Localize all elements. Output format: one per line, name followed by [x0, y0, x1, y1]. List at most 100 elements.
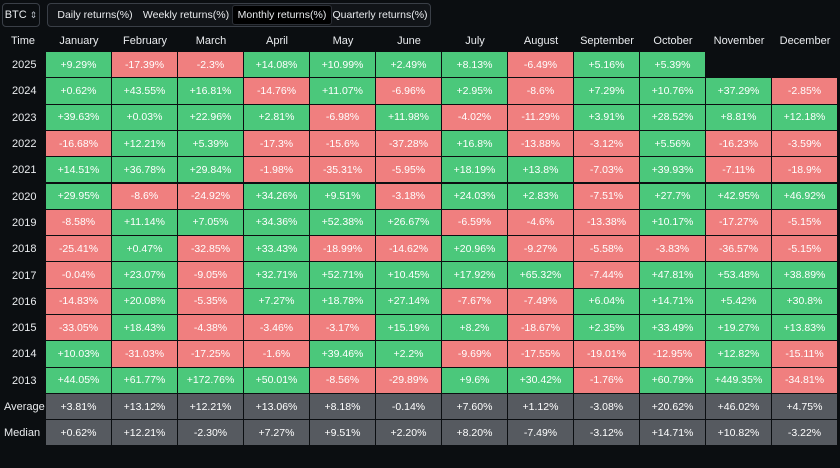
return-cell: -3.59%	[772, 130, 838, 158]
return-cell: +39.93%	[640, 157, 706, 184]
return-cell: +28.52%	[640, 104, 706, 131]
return-cell: +2.49%	[376, 52, 442, 79]
return-cell: -37.28%	[376, 130, 442, 158]
row-label: 2022	[12, 138, 37, 151]
table-row: 2017 -0.04% +23.07% -9.05% +32.71% +52.71% +10…	[0, 262, 840, 289]
asset-select-label: BTC	[4, 9, 27, 21]
return-cell: -18.9%	[772, 157, 838, 184]
table-row: 2019 -8.58% +11.14% +7.05% +34.36% +52.38% +26…	[0, 209, 840, 237]
return-cell: +0.47%	[112, 236, 178, 263]
row-label: Average	[4, 401, 45, 414]
return-cell: -11.29%	[508, 104, 574, 131]
return-cell: -7.49%	[508, 420, 574, 447]
return-cell: +13.8%	[508, 157, 574, 184]
return-cell: +23.07%	[112, 262, 178, 289]
table-row: 2018 -25.41% +0.47% -32.85% +33.43% -18.99% -1…	[0, 236, 840, 263]
return-cell: +10.76%	[640, 78, 706, 105]
return-cell: +2.20%	[376, 420, 442, 447]
return-cell: +53.48%	[706, 262, 772, 289]
return-cell: +32.71%	[244, 262, 310, 289]
table-row: 2015 -33.05% +18.43% -4.38% -3.46% -3.17% +15.…	[0, 315, 840, 342]
return-cell: -16.23%	[706, 130, 772, 158]
return-cell: -1.6%	[244, 341, 310, 368]
return-cell: -14.83%	[46, 288, 112, 315]
return-cell: +44.05%	[46, 367, 112, 394]
return-cell: +7.05%	[178, 209, 244, 237]
return-cell: +13.83%	[772, 315, 838, 342]
return-cell: +16.81%	[178, 78, 244, 105]
return-cell: +30.42%	[508, 367, 574, 394]
return-cell: +46.02%	[706, 393, 772, 421]
return-cell: -7.03%	[574, 157, 640, 184]
return-cell: -36.57%	[706, 236, 772, 263]
return-cell: +27.7%	[640, 183, 706, 210]
return-cell: +10.03%	[46, 341, 112, 368]
tab-weekly-returns[interactable]: Weekly returns(%)	[142, 9, 230, 21]
return-cell: -33.05%	[46, 315, 112, 342]
header-month-july: July	[465, 35, 485, 47]
return-cell: -3.22%	[772, 420, 838, 447]
return-cell: -6.98%	[310, 104, 376, 131]
return-cell: -9.05%	[178, 262, 244, 289]
return-cell: -5.15%	[772, 209, 838, 237]
row-label: 2021	[12, 164, 37, 177]
header-month-march: March	[195, 35, 227, 47]
return-cell: -3.83%	[640, 236, 706, 263]
return-cell: +39.46%	[310, 341, 376, 368]
return-cell: +43.55%	[112, 78, 178, 105]
table-row: 2024 +0.62% +43.55% +16.81% -14.76% +11.07% -6…	[0, 78, 840, 105]
table-row: 2025 +9.29% -17.39% -2.3% +14.08% +10.99% +2.4…	[0, 52, 840, 79]
return-cell: +8.13%	[442, 52, 508, 79]
return-cell: +9.6%	[442, 367, 508, 394]
return-cell: -17.27%	[706, 209, 772, 237]
return-cell: +8.20%	[442, 420, 508, 447]
return-cell: +15.19%	[376, 315, 442, 342]
return-cell: +14.71%	[640, 420, 706, 447]
return-cell: +26.67%	[376, 209, 442, 237]
row-label: 2015	[12, 322, 37, 335]
return-cell: -18.67%	[508, 315, 574, 342]
return-cell: +5.39%	[640, 52, 706, 79]
asset-select[interactable]: BTC ⇕	[2, 3, 40, 27]
return-cell: +0.62%	[46, 78, 112, 105]
return-cell: -5.35%	[178, 288, 244, 315]
row-label: 2023	[12, 111, 37, 124]
row-label: 2016	[12, 295, 37, 308]
return-cell: +52.38%	[310, 209, 376, 237]
return-cell: +5.56%	[640, 130, 706, 158]
return-cell: -2.85%	[772, 78, 838, 105]
return-cell: -15.6%	[310, 130, 376, 158]
header-month-september: September	[580, 35, 634, 47]
return-cell: -18.99%	[310, 236, 376, 263]
table-row: 2023 +39.63% +0.03% +22.96% +2.81% -6.98% +11.…	[0, 104, 840, 131]
return-cell: +33.49%	[640, 315, 706, 342]
return-cell: -29.89%	[376, 367, 442, 394]
return-cell: +18.78%	[310, 288, 376, 315]
return-cell: +61.77%	[112, 367, 178, 394]
tab-daily-returns[interactable]: Daily returns(%)	[57, 9, 133, 21]
return-cell: +5.39%	[178, 130, 244, 158]
return-cell: +14.71%	[640, 288, 706, 315]
tab-monthly-returns[interactable]: Monthly returns(%)	[232, 5, 332, 25]
return-cell: +10.82%	[706, 420, 772, 447]
stats-row: Median +0.62% +12.21% -2.30% +7.27% +9.51% +2.…	[0, 420, 840, 447]
header-month-december: December	[779, 35, 831, 47]
return-cell: -13.38%	[574, 209, 640, 237]
header-month-june: June	[397, 35, 421, 47]
return-cell: +13.06%	[244, 393, 310, 421]
row-label: 2025	[12, 59, 37, 72]
table-row: 2022 -16.68% +12.21% +5.39% -17.3% -15.6% -37.…	[0, 130, 840, 158]
return-cell: +9.51%	[310, 183, 376, 210]
row-label: 2020	[12, 190, 37, 203]
return-cell: -12.95%	[640, 341, 706, 368]
return-cell: +36.78%	[112, 157, 178, 184]
row-label: 2024	[12, 85, 37, 98]
return-cell: -17.3%	[244, 130, 310, 158]
return-cell: -9.69%	[442, 341, 508, 368]
return-cell: +37.29%	[706, 78, 772, 105]
return-cell: -9.27%	[508, 236, 574, 263]
return-cell	[706, 52, 772, 79]
return-cell: -4.02%	[442, 104, 508, 131]
tab-quarterly-returns[interactable]: Quarterly returns(%)	[332, 9, 428, 21]
return-cell: +2.2%	[376, 341, 442, 368]
